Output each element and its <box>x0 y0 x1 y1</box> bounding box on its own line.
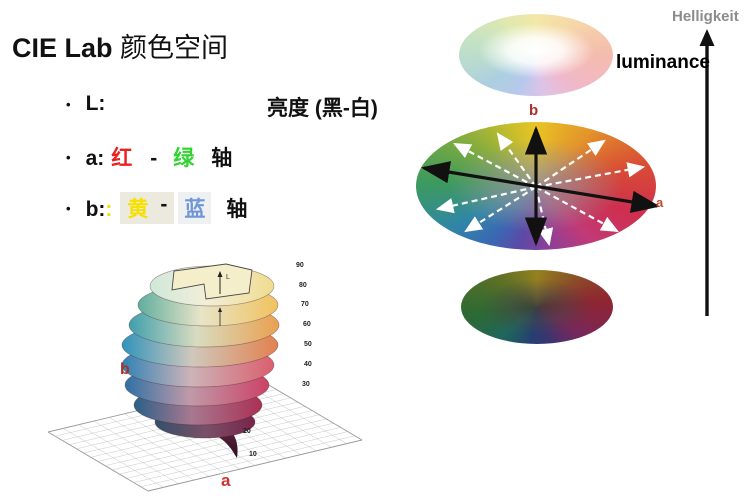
level-label-60: 60 <box>303 321 311 328</box>
bullet-icon: • <box>66 200 71 216</box>
bullet-icon: • <box>66 96 71 112</box>
level-label-10: 10 <box>249 451 257 458</box>
level-label-20: 20 <box>243 428 251 435</box>
title-text-en: CIE Lab <box>12 33 113 63</box>
luminance-label: luminance <box>616 52 710 73</box>
level-label-70: 70 <box>301 301 309 308</box>
plot-b-axis-label: b <box>120 361 130 378</box>
b-yellow-label: 黄 <box>127 198 149 221</box>
a-red-label: 红 <box>111 147 133 170</box>
bullet-l-row: • L: <box>66 92 105 116</box>
dark-bottom-disc <box>461 270 613 344</box>
bullet-icon: • <box>66 149 71 165</box>
b-blue-highlight: 蓝 <box>178 192 212 224</box>
title-text-zh: 颜色空间 <box>120 33 229 63</box>
bullet-a-row: • a: 红 - 绿 轴 <box>66 142 232 172</box>
b-yellow-highlight: 黄 - <box>120 192 175 224</box>
lightness-top-disc <box>459 14 613 96</box>
a-green-label: 绿 <box>173 147 195 170</box>
bullet-b-row: • b: : 黄 - 蓝 轴 <box>66 192 247 224</box>
b-axis-label: 轴 <box>226 198 248 221</box>
level-label-50: 50 <box>304 341 312 348</box>
luminance-arrowhead-icon <box>699 29 715 46</box>
page-title: CIE Lab 颜色空间 <box>12 26 228 65</box>
gamut-3d-plot: L <box>47 263 363 492</box>
l-desc-label: 亮度 (黑-白) <box>267 97 378 120</box>
a-key-label: a: <box>85 147 105 170</box>
luminance-up-arrow <box>699 29 715 316</box>
a-axis-arrow <box>420 161 661 213</box>
level-label-90: 90 <box>296 262 304 269</box>
wheel-b-axis-label: b <box>529 102 539 119</box>
l-axis-label: L <box>226 274 230 281</box>
ab-wheel-arrows <box>420 125 661 247</box>
level-label-80: 80 <box>299 282 307 289</box>
top-face-notch <box>171 263 253 300</box>
b-blue-label: 蓝 <box>184 198 206 221</box>
b-key-label: b: <box>85 198 106 221</box>
white-radial-arrows <box>435 132 646 247</box>
wheel-a-axis-label: a <box>656 195 664 210</box>
level-label-40: 40 <box>304 361 312 368</box>
b-colon-yellow: : <box>105 198 113 221</box>
b-dash: - <box>160 193 168 216</box>
level-label-30: 30 <box>302 381 310 388</box>
helligkeit-label: Helligkeit <box>672 8 739 25</box>
plot-a-axis-label: a <box>221 471 231 490</box>
a-axis-label: 轴 <box>211 147 233 170</box>
l-key-label: L: <box>85 92 106 115</box>
a-dash: - <box>150 147 158 170</box>
gamut-layers <box>121 265 280 439</box>
